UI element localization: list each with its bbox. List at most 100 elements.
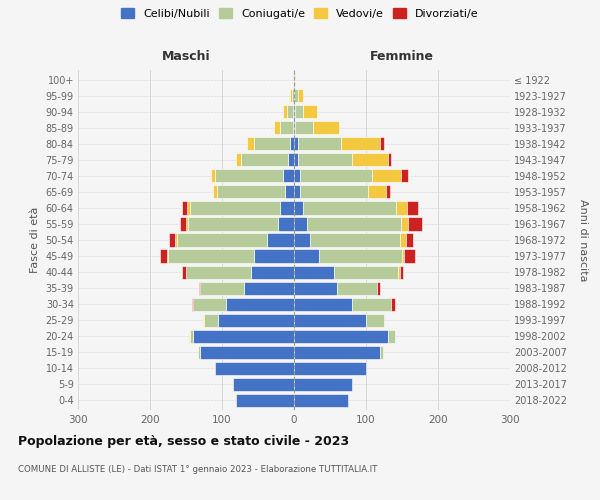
Bar bbox=[280, 202, 294, 214]
Bar bbox=[368, 186, 386, 198]
Bar bbox=[283, 170, 294, 182]
Bar bbox=[283, 105, 287, 118]
Bar bbox=[218, 314, 294, 327]
Bar bbox=[294, 153, 298, 166]
Bar bbox=[215, 170, 283, 182]
Bar bbox=[402, 250, 404, 262]
Bar bbox=[236, 394, 294, 407]
Bar bbox=[254, 250, 294, 262]
Bar bbox=[293, 105, 294, 118]
Bar bbox=[386, 186, 390, 198]
Bar bbox=[182, 202, 187, 214]
Bar bbox=[334, 266, 398, 278]
Bar bbox=[192, 298, 193, 310]
Bar bbox=[215, 362, 294, 375]
Bar bbox=[294, 314, 366, 327]
Bar bbox=[313, 121, 338, 134]
Bar bbox=[295, 121, 313, 134]
Bar bbox=[307, 218, 401, 230]
Bar bbox=[380, 346, 383, 359]
Bar bbox=[236, 153, 241, 166]
Bar bbox=[400, 234, 406, 246]
Bar bbox=[372, 170, 401, 182]
Bar bbox=[278, 218, 294, 230]
Bar bbox=[186, 266, 251, 278]
Bar bbox=[294, 234, 310, 246]
Bar bbox=[300, 170, 372, 182]
Bar bbox=[298, 89, 304, 102]
Bar bbox=[300, 186, 368, 198]
Y-axis label: Anni di nascita: Anni di nascita bbox=[578, 198, 588, 281]
Bar bbox=[319, 250, 402, 262]
Bar bbox=[286, 186, 294, 198]
Bar bbox=[190, 330, 193, 343]
Bar bbox=[294, 394, 348, 407]
Bar bbox=[198, 346, 200, 359]
Bar bbox=[352, 153, 388, 166]
Bar bbox=[407, 202, 418, 214]
Bar bbox=[180, 218, 186, 230]
Bar bbox=[294, 186, 300, 198]
Text: COMUNE DI ALLISTE (LE) - Dati ISTAT 1° gennaio 2023 - Elaborazione TUTTITALIA.IT: COMUNE DI ALLISTE (LE) - Dati ISTAT 1° g… bbox=[18, 465, 377, 474]
Bar bbox=[298, 153, 352, 166]
Bar bbox=[190, 202, 280, 214]
Bar bbox=[302, 105, 317, 118]
Bar bbox=[189, 330, 190, 343]
Bar bbox=[380, 137, 384, 150]
Bar bbox=[290, 89, 292, 102]
Bar bbox=[388, 330, 395, 343]
Bar bbox=[337, 282, 377, 294]
Bar bbox=[200, 282, 244, 294]
Bar bbox=[290, 137, 294, 150]
Bar bbox=[287, 105, 293, 118]
Bar bbox=[193, 330, 294, 343]
Bar bbox=[294, 73, 295, 86]
Bar bbox=[388, 153, 391, 166]
Bar bbox=[294, 362, 366, 375]
Bar bbox=[293, 121, 294, 134]
Bar bbox=[188, 218, 278, 230]
Bar bbox=[406, 234, 413, 246]
Bar bbox=[280, 121, 293, 134]
Bar bbox=[294, 170, 300, 182]
Bar bbox=[226, 298, 294, 310]
Bar bbox=[241, 153, 288, 166]
Bar bbox=[200, 346, 294, 359]
Text: Popolazione per età, sesso e stato civile - 2023: Popolazione per età, sesso e stato civil… bbox=[18, 435, 349, 448]
Bar bbox=[167, 250, 168, 262]
Bar bbox=[168, 250, 254, 262]
Bar bbox=[211, 170, 215, 182]
Bar bbox=[274, 121, 280, 134]
Bar bbox=[186, 218, 188, 230]
Bar bbox=[310, 234, 400, 246]
Bar bbox=[288, 153, 294, 166]
Bar bbox=[160, 250, 167, 262]
Y-axis label: Fasce di età: Fasce di età bbox=[30, 207, 40, 273]
Bar bbox=[341, 137, 380, 150]
Bar bbox=[244, 282, 294, 294]
Bar bbox=[294, 266, 334, 278]
Bar bbox=[294, 89, 298, 102]
Bar bbox=[294, 202, 302, 214]
Bar bbox=[204, 314, 218, 327]
Bar bbox=[294, 121, 295, 134]
Bar bbox=[408, 218, 422, 230]
Bar bbox=[193, 298, 226, 310]
Bar bbox=[176, 234, 266, 246]
Bar bbox=[251, 266, 294, 278]
Bar bbox=[266, 234, 294, 246]
Bar bbox=[352, 298, 391, 310]
Bar bbox=[294, 298, 352, 310]
Bar bbox=[175, 234, 176, 246]
Bar bbox=[187, 202, 190, 214]
Text: Femmine: Femmine bbox=[370, 50, 434, 63]
Bar bbox=[294, 378, 352, 391]
Bar bbox=[294, 282, 337, 294]
Bar bbox=[302, 202, 396, 214]
Bar bbox=[294, 330, 388, 343]
Bar bbox=[401, 170, 408, 182]
Bar bbox=[294, 105, 295, 118]
Bar bbox=[401, 218, 408, 230]
Bar bbox=[247, 137, 254, 150]
Bar bbox=[294, 346, 380, 359]
